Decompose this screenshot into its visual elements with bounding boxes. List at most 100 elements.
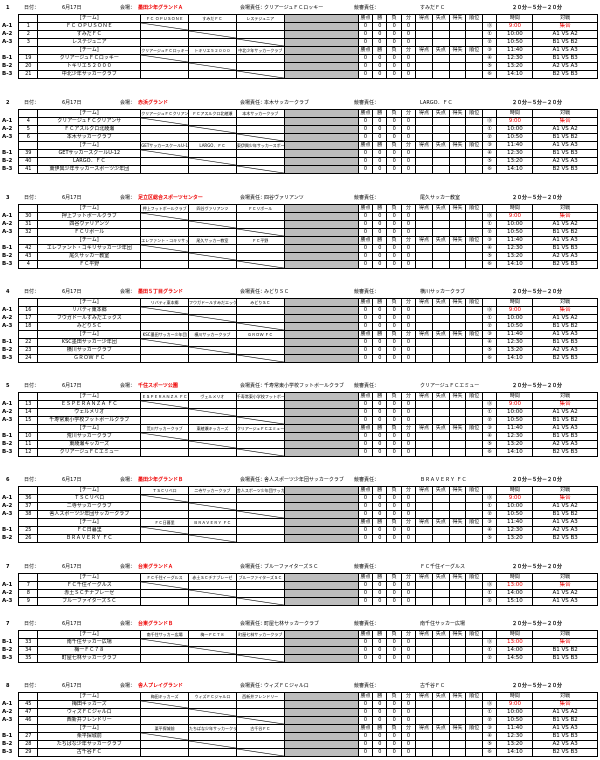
match-number: ④ (482, 432, 498, 441)
result-cell (140, 70, 190, 79)
empty-cell (18, 573, 39, 582)
sched-spacer (482, 692, 498, 701)
empty-cell (18, 14, 39, 23)
match-number: ④ (482, 54, 498, 63)
stat-column-header: 順位 (465, 14, 484, 23)
group-position: B-3 (2, 449, 13, 455)
result-cell (235, 700, 285, 709)
stat-cell: 0 (400, 133, 417, 142)
match-number: ⓪ (482, 494, 498, 503)
diagonal-blank-cell (235, 165, 285, 174)
grey-cell (283, 70, 359, 79)
stat-cell: 0 (386, 740, 402, 749)
result-cell (235, 212, 285, 221)
stat-cell (431, 502, 450, 511)
grey-cell (283, 260, 359, 269)
stat-cell: 0 (372, 740, 388, 749)
match-number: ② (482, 654, 498, 663)
stat-cell (431, 244, 450, 253)
stat-cell (465, 581, 484, 590)
empty-cell (18, 392, 39, 401)
stat-cell: 0 (386, 228, 402, 237)
match-block: 6 日付： 6月17日 会場： 墨田少年グランドＢ 会場責任： 舎人スポーツ少年団サッカーク… (2, 474, 598, 543)
row-position (2, 331, 19, 339)
grey-cell (283, 298, 359, 307)
match-number: ⓪ (482, 117, 498, 126)
stat-cell: 0 (400, 62, 417, 71)
stat-column-header: 負 (386, 518, 402, 527)
stat-column-header: 順位 (465, 630, 484, 639)
grey-cell (283, 400, 359, 409)
venue-name: 台東グランドＡ (138, 564, 174, 570)
match-pairing: 集合 (532, 638, 598, 647)
diagonal-blank-cell (140, 22, 190, 31)
time-header: 時間 (496, 298, 534, 307)
block-number: 4 (6, 289, 10, 295)
group-position: A-3 (2, 511, 13, 517)
stat-cell (465, 638, 484, 647)
group-position: A-2 (2, 31, 13, 37)
empty-cell (18, 298, 39, 307)
stat-column-header: 分 (400, 109, 417, 118)
venue-name: 千住スポーツ公園 (138, 383, 178, 389)
team-row: A-2 47 ウィズＦＣジャルロ 0 0 0 0 ① 10:00 A1 VS A2 (2, 708, 598, 717)
team-name: 横川サッカークラブ (37, 346, 142, 355)
group-table: [チーム] クリアージュＦＣクリアンサ ＦＣアスルクロ北綾瀬 本木サッカークラブ 勝点勝… (2, 109, 598, 174)
match-number: ② (482, 416, 498, 425)
stat-cell: 0 (400, 440, 417, 449)
result-cell (140, 228, 190, 237)
team-number: 42 (18, 244, 39, 253)
stat-column-header: 分 (400, 692, 417, 701)
diagonal-blank-cell (140, 432, 190, 441)
diagonal-blank-cell (188, 740, 237, 749)
matchup-column-header: 西新井フレンドリー (235, 692, 285, 701)
stat-cell: 0 (357, 716, 374, 725)
team-row: B-1 19 クリアージュＦＣロッキー 0 0 0 0 ④ 12:30 B1 VS B3 (2, 54, 598, 63)
result-cell (140, 716, 190, 725)
match-pairing: A1 VS A2 (532, 708, 598, 717)
stat-column-header: 得失 (448, 692, 467, 701)
stat-cell: 0 (386, 125, 402, 134)
team-row: B-3 41 東伊興少年サッカースポーツ少年団 0 0 0 0 ⑥ 14:10 B2 VS B3 (2, 165, 598, 174)
stat-cell: 0 (372, 157, 388, 166)
stat-column-header: 失点 (431, 204, 450, 213)
stat-cell: 0 (372, 165, 388, 174)
match-format: ２０分－５分－２０分 (512, 5, 563, 11)
result-cell (235, 638, 285, 647)
result-cell (188, 494, 237, 503)
team-row: B-1 33 南千住サッカー広場 0 0 0 0 ⓪ 13:00 集合 (2, 638, 598, 647)
stat-cell (465, 526, 484, 535)
stat-cell: 0 (386, 732, 402, 741)
stat-column-header: 勝 (372, 392, 388, 401)
stat-cell: 0 (357, 748, 374, 757)
stat-cell (448, 416, 467, 425)
stat-cell: 0 (400, 212, 417, 221)
match-time: 14:10 (496, 354, 534, 363)
sched-spacer (482, 298, 498, 307)
result-cell (188, 581, 237, 590)
diagonal-blank-cell (235, 260, 285, 269)
result-cell (188, 716, 237, 725)
group-position: B-2 (2, 253, 13, 259)
match-number: ① (482, 502, 498, 511)
stat-cell: 0 (400, 502, 417, 511)
stat-cell (448, 314, 467, 323)
result-cell (188, 165, 237, 174)
stat-cell (448, 117, 467, 126)
group-position: B-3 (2, 749, 13, 755)
group-position: A-1 (2, 213, 13, 219)
stat-column-header: 失点 (431, 424, 450, 433)
stat-cell: 0 (357, 638, 374, 647)
stat-column-header: 得点 (415, 724, 433, 733)
venue-label: 会場： (120, 195, 136, 201)
match-time: 9:00 (496, 700, 534, 709)
stat-cell: 0 (400, 589, 417, 598)
grey-cell (283, 581, 359, 590)
stat-cell (448, 597, 467, 606)
team-number: 41 (18, 165, 39, 174)
stat-cell (465, 732, 484, 741)
stat-column-header: 分 (400, 330, 417, 339)
stat-column-header: 得点 (415, 692, 433, 701)
match-pairing: B1 VS B2 (532, 510, 598, 519)
diagonal-blank-cell (188, 534, 237, 543)
